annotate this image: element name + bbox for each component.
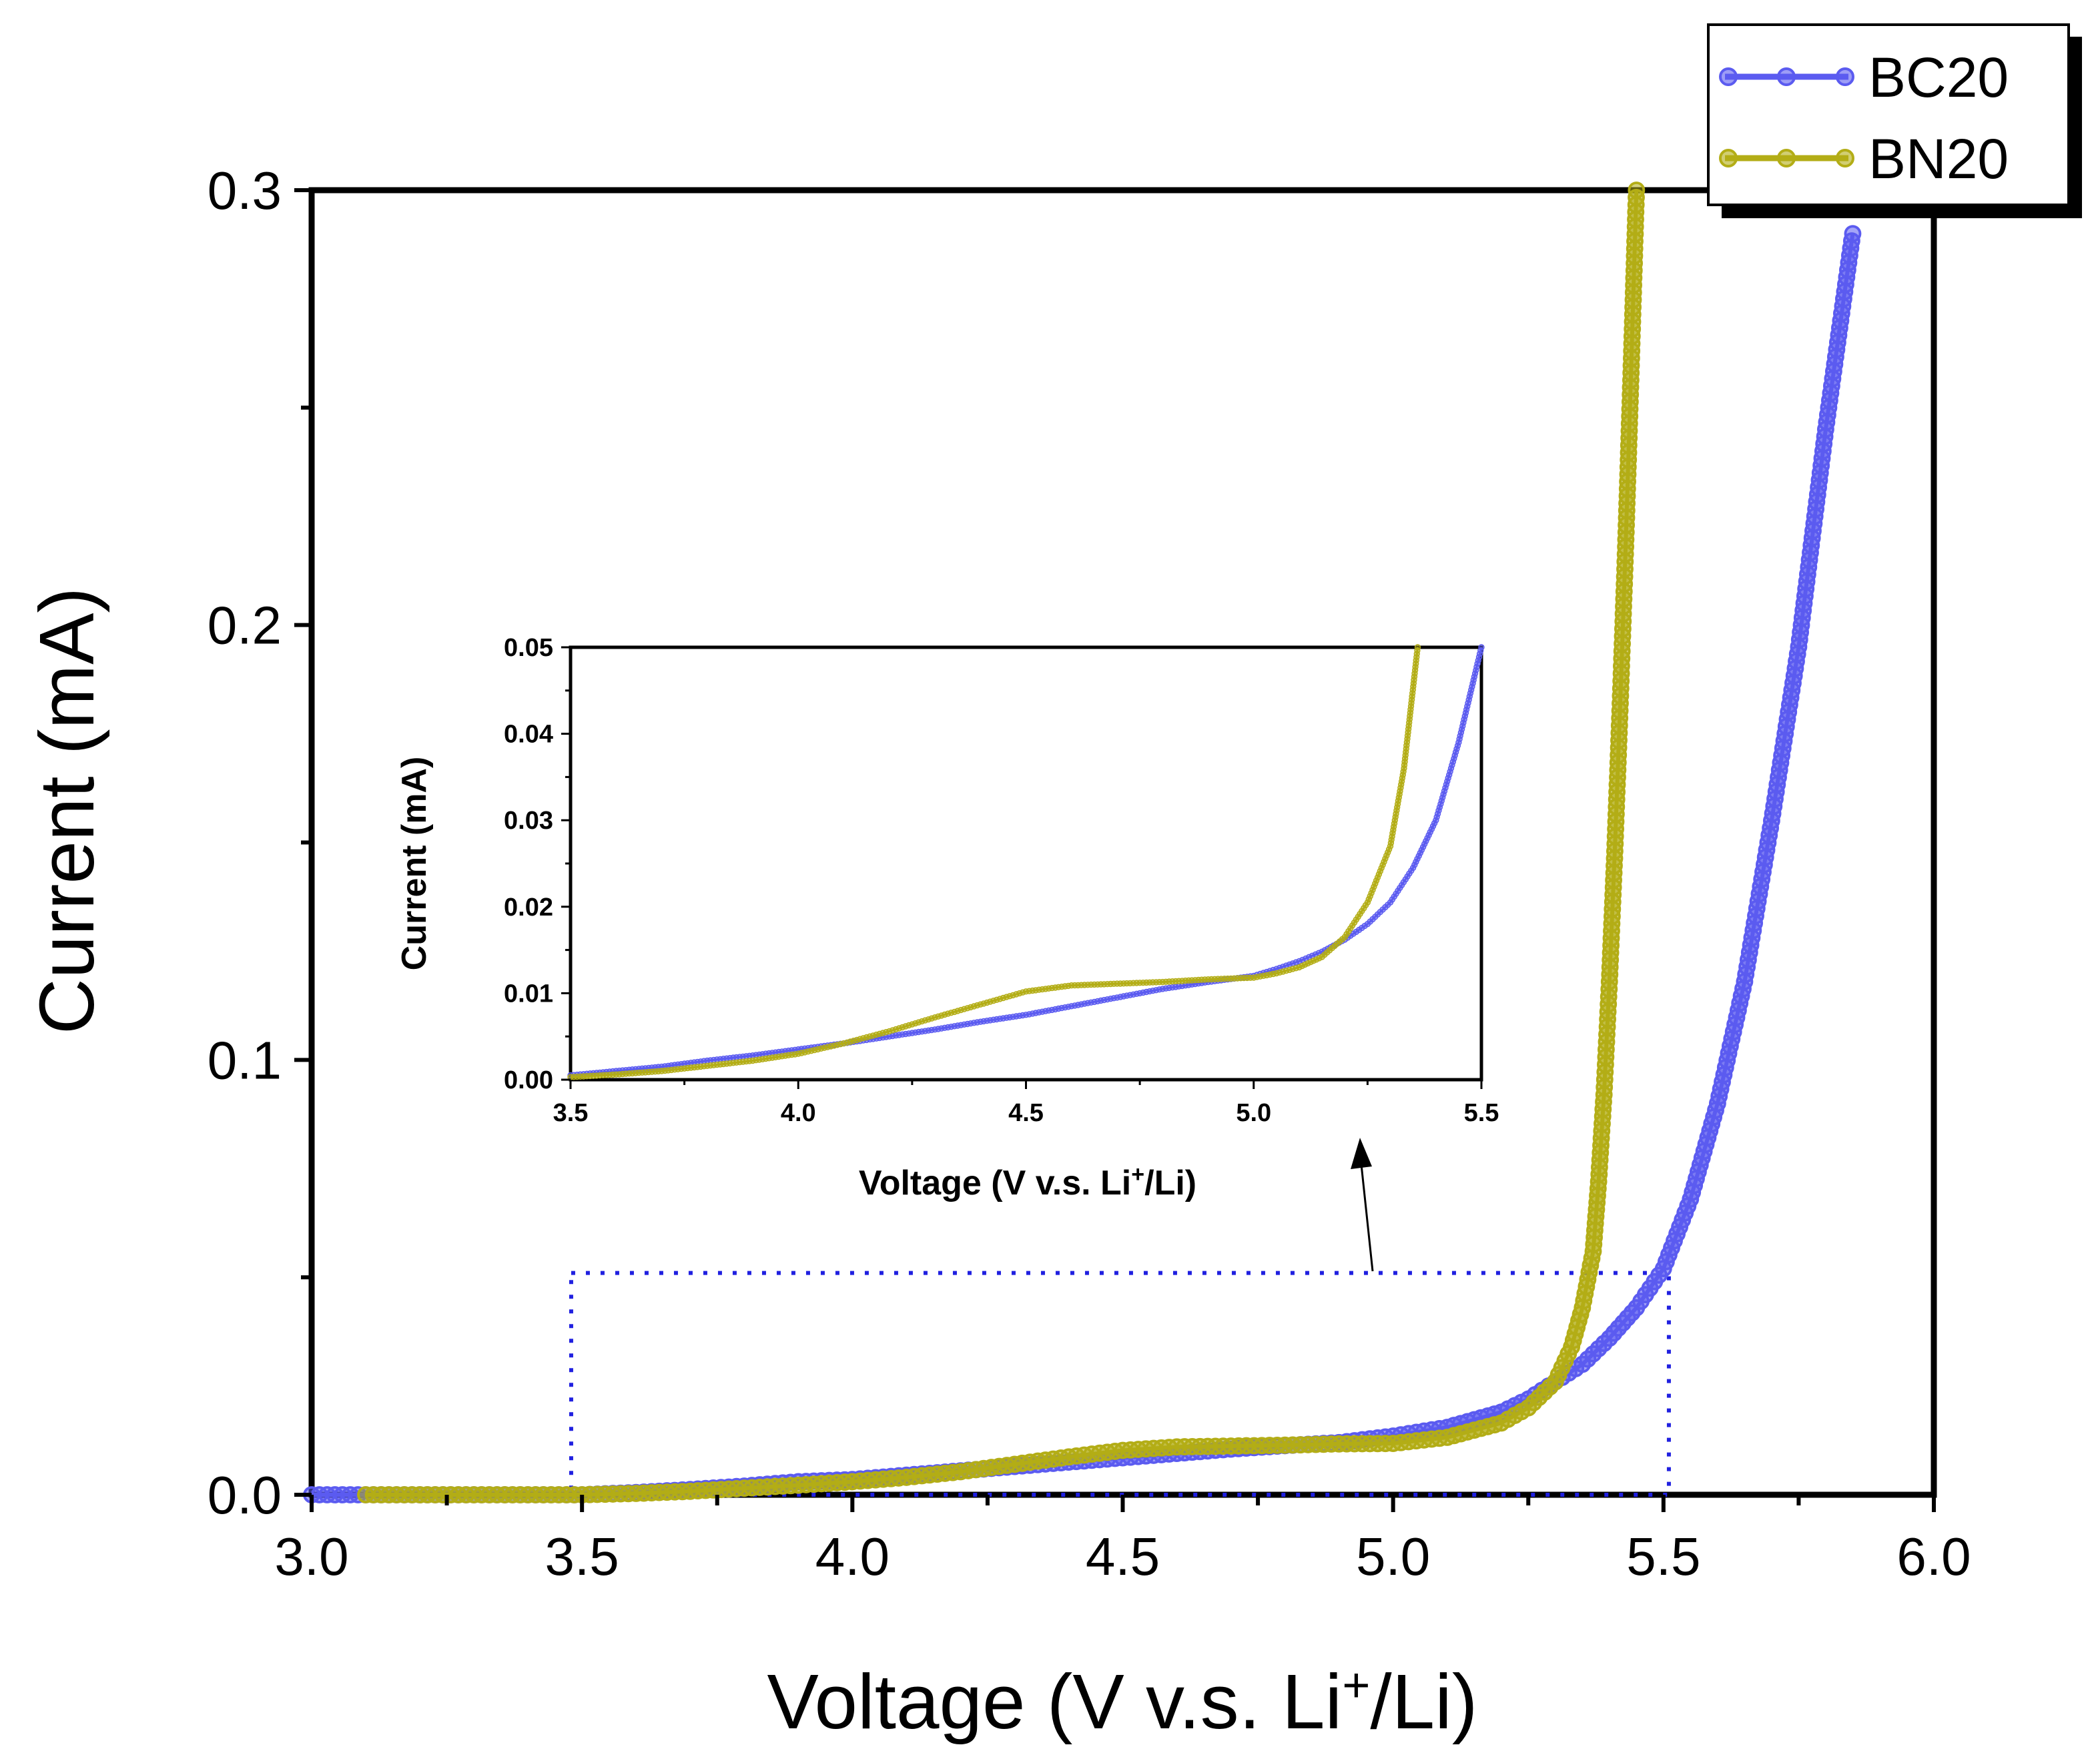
main-series-group bbox=[303, 182, 1862, 1503]
main-x-tick-label: 5.5 bbox=[1626, 1527, 1700, 1586]
legend-box bbox=[1707, 23, 2070, 206]
inset-y-tick-label: 0.05 bbox=[504, 634, 553, 662]
legend-swatch-marker bbox=[1719, 67, 1738, 86]
inset-point-bn20 bbox=[1414, 644, 1421, 651]
legend-swatch-marker bbox=[1777, 67, 1796, 86]
inset-series-group bbox=[567, 644, 1485, 1080]
zoom-box bbox=[569, 1271, 1671, 1497]
main-series-bn20 bbox=[357, 182, 1646, 1503]
main-x-axis-label: Voltage (V v.s. Li+/Li) bbox=[767, 1658, 1477, 1745]
main-y-tick-label: 0.2 bbox=[208, 596, 282, 655]
main-x-tick-label: 6.0 bbox=[1896, 1527, 1971, 1586]
inset-y-axis-label: Current (mA) bbox=[395, 757, 434, 971]
main-x-tick-label: 3.5 bbox=[545, 1527, 619, 1586]
inset-y-tick-label: 0.04 bbox=[504, 721, 553, 749]
main-x-ticks: 3.0 3.5 4.0 4.5 5.0 5.5 6.0 bbox=[274, 1495, 1971, 1586]
main-x-tick-label: 5.0 bbox=[1356, 1527, 1430, 1586]
main-y-ticks: 0.0 0.1 0.2 0.3 bbox=[208, 161, 312, 1525]
main-x-tick-label: 3.0 bbox=[274, 1527, 348, 1586]
legend-item-bc20: BC20 bbox=[1719, 46, 2009, 109]
zoom-arrow bbox=[1360, 1164, 1374, 1272]
inset-y-tick-label: 0.01 bbox=[504, 980, 553, 1008]
main-y-tick-label: 0.1 bbox=[208, 1030, 282, 1090]
legend-swatch-marker bbox=[1836, 67, 1854, 86]
main-x-tick-label: 4.5 bbox=[1086, 1527, 1160, 1586]
inset-x-axis-label-sup: + bbox=[1131, 1162, 1144, 1187]
legend-label: BC20 bbox=[1868, 46, 2009, 109]
inset-x-tick-label: 4.0 bbox=[781, 1099, 816, 1127]
main-x-tick-label: 4.0 bbox=[815, 1527, 890, 1586]
main-point-bc20 bbox=[1844, 225, 1862, 243]
legend: BC20 BN20 bbox=[1707, 23, 2082, 218]
inset-y-tick-label: 0.03 bbox=[504, 807, 553, 835]
inset-plot: 3.5 4.0 4.5 5.0 5.5 0.00 0.01 0.02 0.03 0.04 0.05… bbox=[395, 634, 1499, 1202]
main-point-bn20 bbox=[1628, 182, 1646, 199]
legend-items: BC20 BN20 bbox=[1719, 46, 2009, 190]
inset-x-ticks: 3.5 4.0 4.5 5.0 5.5 bbox=[553, 1080, 1499, 1127]
main-x-axis-label-text: Voltage (V v.s. Li bbox=[767, 1658, 1342, 1745]
inset-y-ticks: 0.00 0.01 0.02 0.03 0.04 0.05 bbox=[504, 634, 571, 1094]
inset-point-bc20 bbox=[1478, 644, 1485, 651]
main-x-axis-label-suffix: /Li) bbox=[1370, 1658, 1477, 1745]
main-y-axis-label: Current (mA) bbox=[23, 587, 110, 1034]
legend-swatch-marker bbox=[1836, 149, 1854, 167]
inset-y-tick-label: 0.00 bbox=[504, 1066, 553, 1094]
inset-x-axis-label-suffix: /Li) bbox=[1144, 1164, 1196, 1202]
legend-swatch-marker bbox=[1719, 149, 1738, 167]
main-y-tick-label: 0.3 bbox=[208, 161, 282, 220]
inset-series-bn20 bbox=[567, 644, 1421, 1080]
inset-x-tick-label: 3.5 bbox=[553, 1099, 589, 1127]
inset-x-axis-label: Voltage (V v.s. Li+/Li) bbox=[859, 1162, 1196, 1202]
inset-x-tick-label: 4.5 bbox=[1008, 1099, 1044, 1127]
inset-plot-area bbox=[569, 645, 1483, 1082]
main-plot: 3.0 3.5 4.0 4.5 5.0 5.5 6.0 0.0 0.1 0.2 0.3 Volta… bbox=[23, 161, 1971, 1745]
inset-x-tick-label: 5.5 bbox=[1464, 1099, 1499, 1127]
legend-label: BN20 bbox=[1868, 127, 2009, 190]
inset-x-tick-label: 5.0 bbox=[1236, 1099, 1271, 1127]
main-x-axis-label-sup: + bbox=[1342, 1659, 1370, 1712]
zoom-arrow-head bbox=[1351, 1138, 1372, 1169]
inset-x-axis-label-text: Voltage (V v.s. Li bbox=[859, 1164, 1131, 1202]
legend-swatch-marker bbox=[1777, 149, 1796, 167]
inset-y-tick-label: 0.02 bbox=[504, 894, 553, 922]
main-y-tick-label: 0.0 bbox=[208, 1465, 282, 1525]
legend-item-bn20: BN20 bbox=[1719, 127, 2009, 190]
